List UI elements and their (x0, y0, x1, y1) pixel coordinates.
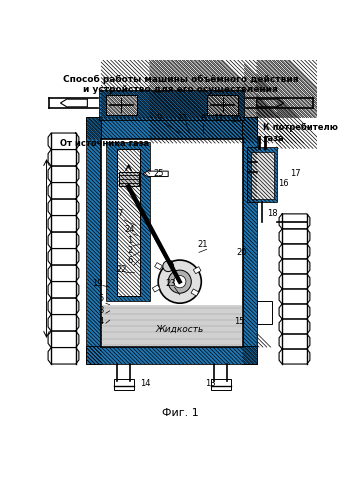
Bar (210, 379, 231, 390)
Bar (101, 139, 243, 347)
Text: 9: 9 (156, 114, 162, 123)
Text: 25: 25 (154, 169, 164, 178)
Text: 13: 13 (205, 379, 216, 388)
Text: 24: 24 (125, 225, 135, 234)
Text: Способ работы машины объёмного действия: Способ работы машины объёмного действия (63, 75, 298, 84)
Text: 8: 8 (200, 114, 205, 123)
Bar (243, 118, 257, 364)
FancyArrow shape (257, 98, 284, 108)
Text: 2: 2 (127, 247, 132, 255)
Bar (257, 301, 272, 324)
Bar (247, 148, 277, 202)
Bar (102, 305, 242, 346)
Text: От источника газа: От источника газа (60, 139, 150, 148)
Text: 14: 14 (140, 379, 150, 388)
Bar (119, 172, 139, 186)
Bar (155, 262, 162, 269)
Bar (107, 143, 150, 301)
Bar (107, 143, 150, 301)
Text: 4: 4 (98, 317, 104, 326)
Text: 10: 10 (231, 115, 241, 124)
Bar (87, 118, 257, 139)
Bar (100, 91, 244, 120)
Bar (100, 91, 244, 120)
Bar (152, 285, 160, 292)
Bar (193, 266, 201, 274)
Bar (117, 149, 140, 295)
Text: и устройство для его осуществления: и устройство для его осуществления (83, 84, 278, 93)
Bar (247, 148, 277, 202)
Bar (87, 347, 257, 364)
Text: 5: 5 (98, 294, 104, 303)
Bar (87, 347, 257, 364)
Text: 22: 22 (117, 265, 127, 274)
Text: 12: 12 (213, 114, 223, 123)
Text: 23: 23 (165, 278, 176, 288)
Bar (208, 95, 238, 115)
Text: 18: 18 (267, 210, 277, 219)
Text: 15: 15 (234, 317, 245, 326)
Circle shape (168, 270, 191, 293)
Circle shape (174, 275, 186, 288)
FancyArrow shape (60, 98, 87, 108)
Bar (114, 379, 133, 390)
Bar (87, 118, 257, 139)
Bar (243, 118, 257, 364)
Text: 11: 11 (177, 114, 187, 123)
Text: 19: 19 (92, 278, 103, 288)
Bar (87, 118, 101, 364)
Text: Фиг. 1: Фиг. 1 (162, 408, 199, 418)
Text: 20: 20 (236, 248, 247, 257)
FancyArrow shape (143, 170, 168, 177)
Bar (106, 95, 137, 115)
Text: 7: 7 (118, 210, 123, 219)
Bar (251, 152, 274, 199)
Text: 16: 16 (279, 179, 289, 188)
Text: К потребителю
газа: К потребителю газа (263, 123, 338, 143)
Bar (87, 118, 101, 364)
Text: 1: 1 (127, 237, 132, 246)
Text: Жидкость: Жидкость (156, 325, 204, 334)
Circle shape (163, 261, 174, 271)
Text: 17: 17 (290, 169, 300, 178)
Text: 6: 6 (127, 255, 132, 264)
Circle shape (158, 260, 201, 303)
Bar (191, 289, 199, 296)
Text: 21: 21 (198, 240, 208, 249)
Text: 3: 3 (98, 305, 104, 315)
